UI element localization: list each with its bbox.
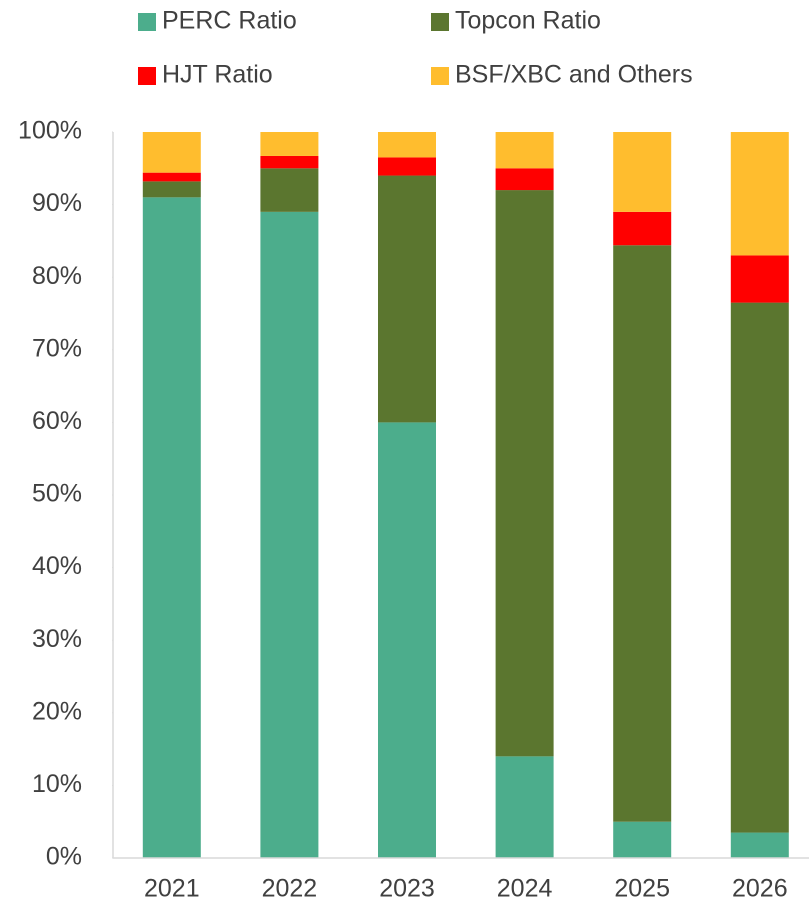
- bar-segment: [378, 157, 436, 176]
- bar-segment: [730, 132, 789, 256]
- legend-swatch: [138, 13, 156, 31]
- bar-segment: [260, 168, 319, 212]
- bar-segment: [378, 175, 436, 423]
- y-tick-label: 100%: [18, 117, 82, 145]
- bar-segment: [142, 181, 201, 198]
- bar-segment: [495, 190, 554, 757]
- bar-segment: [730, 832, 789, 858]
- x-tick-label: 2022: [262, 875, 318, 903]
- bar-segment: [495, 756, 554, 858]
- legend-swatch: [431, 13, 449, 31]
- bar-segment: [260, 155, 319, 169]
- bar-segment: [142, 172, 201, 182]
- bar-segment: [142, 132, 201, 173]
- x-tick-label: 2023: [379, 875, 435, 903]
- bar-segment: [378, 422, 436, 858]
- bar-segment: [613, 211, 672, 246]
- legend-label: Topcon Ratio: [455, 7, 601, 35]
- x-tick-label: 2024: [497, 875, 553, 903]
- bar-segment: [613, 245, 672, 822]
- y-tick-label: 90%: [32, 189, 82, 217]
- y-tick-label: 20%: [32, 697, 82, 725]
- y-tick-label: 60%: [32, 407, 82, 435]
- bar-segment: [730, 255, 789, 303]
- bar-segment: [378, 132, 436, 158]
- legend-swatch: [138, 67, 156, 85]
- y-tick-label: 70%: [32, 334, 82, 362]
- y-tick-label: 80%: [32, 262, 82, 290]
- bar-segment: [613, 821, 672, 858]
- y-tick-label: 0%: [46, 843, 82, 871]
- y-tick-label: 10%: [32, 770, 82, 798]
- bar-segment: [495, 168, 554, 191]
- bar-segment: [730, 302, 789, 833]
- bar-segment: [495, 132, 554, 169]
- x-tick-label: 2026: [732, 875, 788, 903]
- y-tick-label: 50%: [32, 480, 82, 508]
- legend-label: PERC Ratio: [162, 7, 297, 35]
- legend-swatch: [431, 67, 449, 85]
- y-tick-label: 30%: [32, 625, 82, 653]
- bar-segment: [260, 211, 319, 859]
- x-tick-label: 2025: [614, 875, 670, 903]
- legend-label: BSF/XBC and Others: [455, 61, 693, 89]
- bar-segment: [613, 132, 672, 212]
- y-tick-label: 40%: [32, 552, 82, 580]
- legend-label: HJT Ratio: [162, 61, 273, 89]
- x-tick-label: 2021: [144, 875, 200, 903]
- bar-segment: [260, 132, 319, 156]
- bar-segment: [142, 197, 201, 859]
